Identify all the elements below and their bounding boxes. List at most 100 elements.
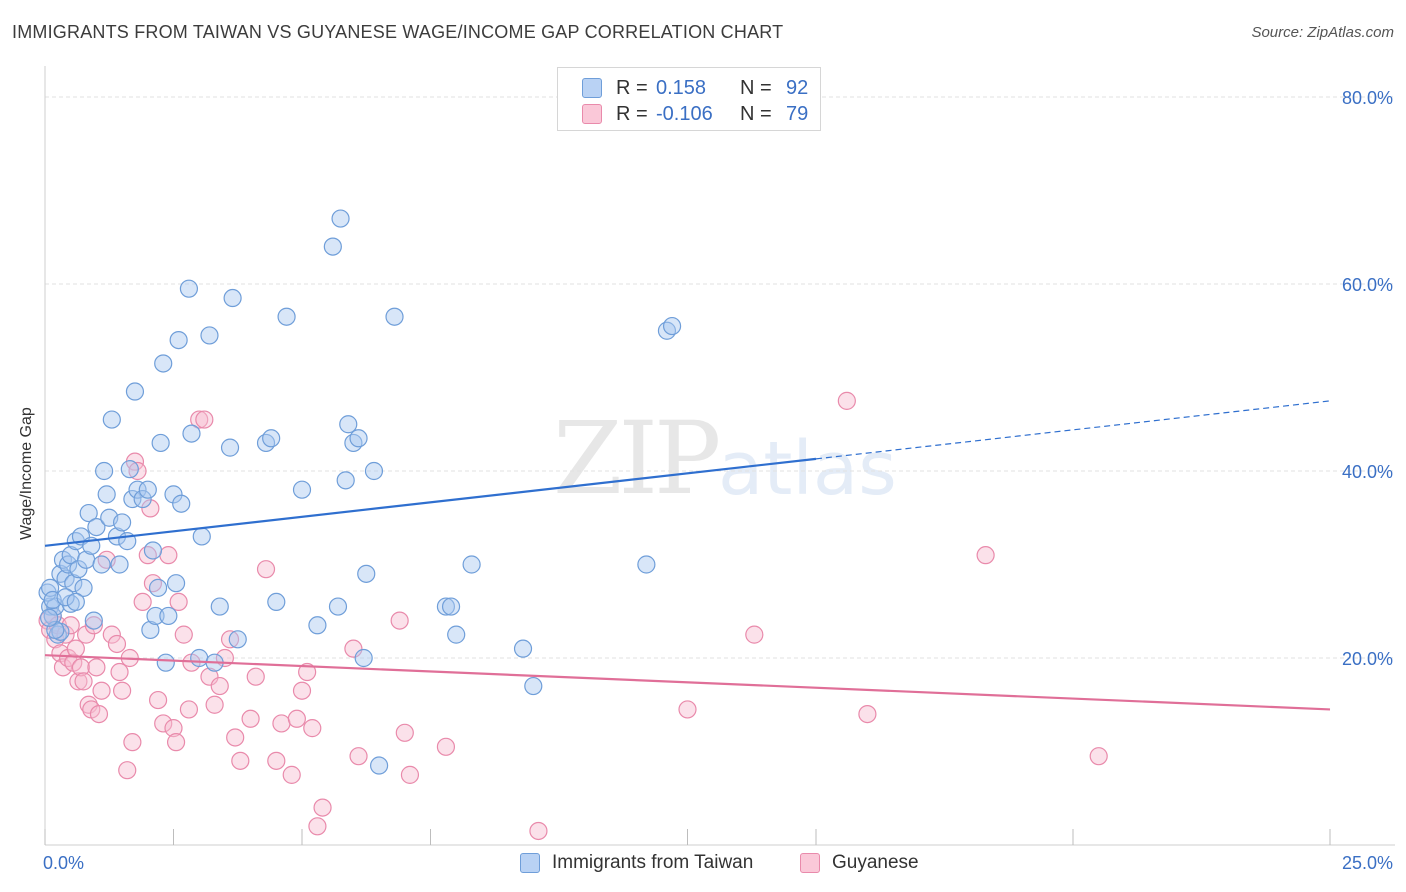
point-guyanese bbox=[395, 723, 414, 742]
point-taiwan bbox=[349, 429, 368, 448]
point-guyanese bbox=[231, 751, 250, 770]
point-taiwan bbox=[339, 415, 358, 434]
point-taiwan bbox=[133, 489, 152, 509]
point-taiwan bbox=[159, 606, 178, 626]
point-taiwan bbox=[154, 354, 173, 373]
point-guyanese bbox=[69, 672, 88, 691]
point-taiwan bbox=[66, 592, 85, 612]
point-guyanese bbox=[256, 560, 276, 579]
point-taiwan bbox=[441, 597, 461, 616]
legend-swatch-guyanese bbox=[582, 104, 602, 124]
taiwan-points bbox=[38, 209, 682, 775]
point-guyanese bbox=[154, 714, 173, 733]
point-taiwan bbox=[156, 653, 175, 672]
point-taiwan bbox=[146, 606, 165, 626]
point-taiwan bbox=[462, 555, 481, 574]
point-taiwan bbox=[190, 648, 209, 668]
axes bbox=[44, 66, 1395, 846]
point-guyanese bbox=[110, 662, 129, 682]
x-tick-label: 25.0% bbox=[1342, 853, 1393, 873]
point-guyanese bbox=[220, 630, 240, 649]
point-taiwan bbox=[92, 555, 111, 574]
point-taiwan bbox=[123, 489, 142, 509]
chart-title: IMMIGRANTS FROM TAIWAN VS GUYANESE WAGE/… bbox=[12, 22, 784, 42]
legend-r-label: R = bbox=[616, 76, 648, 99]
point-guyanese bbox=[169, 592, 188, 612]
point-taiwan bbox=[323, 237, 342, 256]
point-taiwan bbox=[223, 288, 242, 308]
point-taiwan bbox=[200, 326, 219, 345]
point-guyanese bbox=[174, 625, 193, 644]
y-tick-label: 80.0% bbox=[1342, 88, 1393, 108]
point-taiwan bbox=[166, 574, 186, 593]
point-taiwan bbox=[192, 527, 211, 546]
point-taiwan bbox=[447, 625, 466, 644]
point-taiwan bbox=[277, 307, 296, 326]
legend-item-taiwan: Immigrants from Taiwan bbox=[520, 852, 753, 874]
point-taiwan bbox=[95, 461, 114, 481]
point-guyanese bbox=[272, 714, 291, 733]
point-taiwan bbox=[40, 608, 59, 627]
point-guyanese bbox=[529, 821, 548, 841]
point-taiwan bbox=[97, 485, 116, 504]
point-guyanese bbox=[858, 704, 877, 724]
point-guyanese bbox=[287, 709, 306, 728]
point-guyanese bbox=[102, 625, 121, 644]
point-guyanese bbox=[1089, 747, 1108, 766]
point-taiwan bbox=[110, 555, 129, 574]
watermark-atlas: atlas bbox=[718, 426, 897, 512]
point-taiwan bbox=[292, 480, 312, 499]
legend-row-guyanese: R = -0.106 N = 79 bbox=[582, 102, 808, 126]
point-taiwan bbox=[331, 209, 350, 228]
point-guyanese bbox=[66, 639, 85, 658]
point-guyanese bbox=[267, 751, 286, 770]
point-taiwan bbox=[169, 331, 188, 350]
point-taiwan bbox=[56, 588, 75, 607]
y-tick-label: 20.0% bbox=[1342, 649, 1393, 669]
point-taiwan bbox=[84, 611, 103, 630]
point-taiwan bbox=[370, 756, 389, 775]
point-guyanese bbox=[200, 667, 219, 686]
point-taiwan bbox=[210, 597, 229, 616]
point-taiwan bbox=[436, 597, 456, 616]
point-guyanese bbox=[308, 817, 327, 836]
point-guyanese bbox=[107, 634, 127, 654]
legend-label-guyanese: Guyanese bbox=[832, 852, 919, 873]
point-guyanese bbox=[148, 690, 168, 710]
point-guyanese bbox=[166, 733, 186, 752]
point-guyanese bbox=[837, 391, 856, 410]
point-guyanese bbox=[400, 765, 420, 784]
trend-lines bbox=[44, 400, 1331, 711]
point-taiwan bbox=[179, 279, 199, 298]
point-guyanese bbox=[190, 410, 209, 429]
point-taiwan bbox=[148, 578, 168, 597]
point-guyanese bbox=[292, 681, 312, 700]
point-guyanese bbox=[344, 639, 363, 658]
point-taiwan bbox=[120, 460, 139, 479]
legend-item-guyanese: Guyanese bbox=[800, 852, 919, 874]
point-guyanese bbox=[349, 747, 368, 766]
y-tick-label: 60.0% bbox=[1342, 275, 1393, 295]
legend-r-value: 0.158 bbox=[656, 76, 707, 99]
point-taiwan bbox=[102, 410, 121, 429]
legend-label-taiwan: Immigrants from Taiwan bbox=[552, 852, 754, 873]
point-guyanese bbox=[303, 719, 322, 738]
point-guyanese bbox=[118, 761, 137, 780]
point-taiwan bbox=[262, 429, 281, 448]
watermark-zip: ZIP bbox=[553, 400, 721, 517]
point-taiwan bbox=[128, 480, 147, 499]
point-guyanese bbox=[53, 658, 73, 677]
point-taiwan bbox=[637, 555, 656, 574]
point-guyanese bbox=[112, 681, 132, 700]
point-taiwan bbox=[172, 494, 191, 513]
trend-line-taiwan-extension bbox=[815, 400, 1331, 460]
point-guyanese bbox=[298, 662, 317, 682]
point-taiwan bbox=[69, 560, 88, 579]
legend-row-taiwan: R = 0.158 N = 92 bbox=[582, 76, 808, 100]
point-taiwan bbox=[354, 648, 373, 668]
point-guyanese bbox=[282, 765, 301, 784]
point-taiwan bbox=[328, 597, 348, 616]
point-taiwan bbox=[125, 382, 145, 401]
point-taiwan bbox=[357, 564, 376, 583]
point-taiwan bbox=[64, 574, 83, 593]
